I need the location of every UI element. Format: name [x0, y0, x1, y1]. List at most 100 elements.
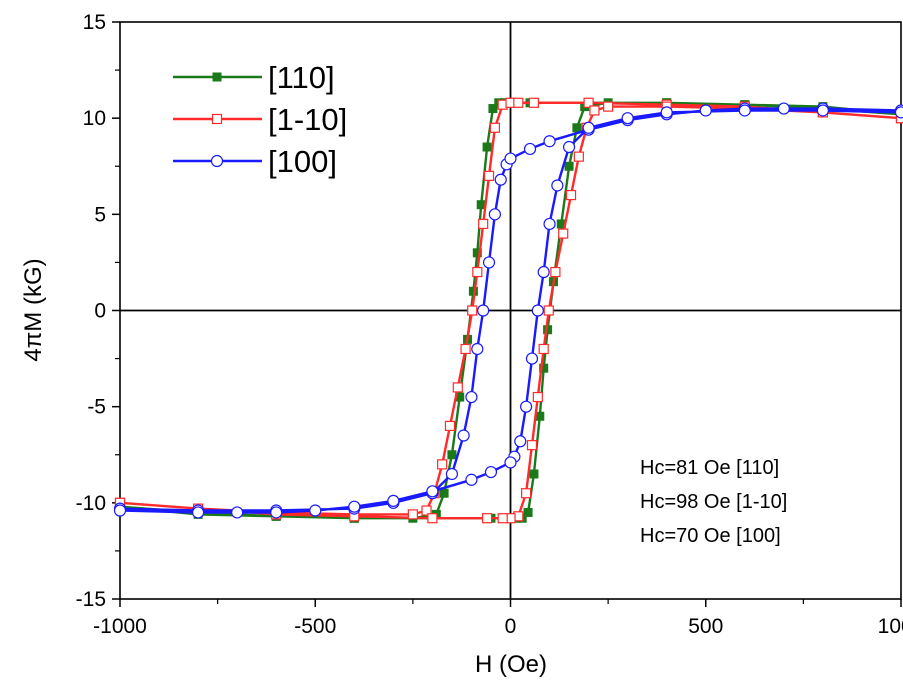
- data-point: [573, 151, 584, 162]
- data-point: [520, 400, 533, 413]
- x-tick-label: 500: [688, 615, 723, 638]
- data-point: [488, 208, 501, 221]
- data-point: [551, 179, 564, 192]
- x-axis-title: H (Oe): [475, 651, 547, 678]
- data-point: [445, 467, 459, 481]
- data-point: [550, 266, 561, 278]
- data-point: [483, 170, 495, 181]
- tick-labels: -1000 -500 0 500 1000 -15 -10 -5 0 5 10 15: [76, 11, 903, 638]
- data-point: [465, 473, 478, 486]
- y-tick-label: -5: [87, 396, 106, 419]
- y-tick-label: -10: [76, 492, 106, 515]
- data-point: [457, 429, 470, 442]
- data-point: [472, 248, 482, 258]
- data-point: [309, 504, 322, 517]
- data-point: [504, 152, 517, 165]
- data-point: [532, 391, 543, 403]
- legend-label: [110]: [268, 60, 335, 95]
- data-point: [894, 106, 903, 119]
- data-point: [514, 435, 527, 448]
- data-point: [407, 509, 418, 520]
- data-point: [270, 506, 283, 519]
- data-point: [231, 506, 244, 519]
- data-point: [523, 142, 537, 156]
- data-point: [562, 140, 576, 154]
- data-point: [192, 506, 205, 519]
- data-point: [426, 485, 439, 498]
- data-point: [539, 363, 549, 373]
- data-point: [543, 135, 556, 148]
- data-point: [421, 505, 432, 516]
- data-point: [212, 72, 222, 82]
- data-point: [210, 154, 224, 168]
- data-point: [603, 101, 614, 112]
- data-point: [489, 122, 500, 133]
- y-tick-label: -15: [76, 588, 106, 611]
- data-point: [465, 390, 478, 404]
- data-point: [558, 228, 569, 239]
- legend: [110] [1-10] [100]: [173, 60, 347, 179]
- series-layer: [113, 97, 903, 524]
- data-point: [504, 456, 517, 469]
- legend-entry: [100]: [173, 144, 337, 179]
- axis-ticks: [112, 21, 902, 607]
- data-point: [583, 97, 594, 108]
- data-point: [565, 190, 577, 201]
- data-point: [484, 465, 498, 479]
- data-point: [572, 123, 582, 133]
- data-point: [526, 440, 538, 451]
- coercivity-annotation: Hc=98 Oe [1-10]: [640, 491, 787, 513]
- data-point: [478, 218, 489, 230]
- data-point: [699, 104, 712, 117]
- legend-entry: [1-10]: [173, 102, 347, 137]
- data-point: [447, 450, 457, 460]
- data-point: [427, 513, 438, 524]
- x-tick-label: -500: [294, 615, 336, 638]
- data-point: [529, 469, 539, 479]
- data-point: [543, 217, 556, 231]
- coercivity-annotation: Hc=70 Oe [100]: [640, 525, 781, 547]
- data-point: [777, 102, 790, 115]
- data-point: [531, 304, 544, 317]
- data-point: [482, 142, 492, 152]
- data-point: [452, 382, 463, 393]
- annotations: Hc=81 Oe [110] Hc=98 Oe [1-10] Hc=70 Oe [1…: [640, 457, 787, 547]
- data-point: [488, 104, 498, 114]
- data-point: [439, 488, 449, 498]
- data-point: [564, 161, 574, 171]
- y-tick-label: 5: [94, 203, 106, 226]
- y-tick-label: 0: [94, 300, 106, 323]
- data-point: [582, 121, 595, 134]
- data-point: [521, 488, 532, 499]
- data-point: [481, 513, 493, 524]
- data-point: [460, 343, 471, 355]
- data-point: [113, 504, 127, 517]
- data-point: [477, 304, 490, 317]
- data-point: [472, 266, 483, 278]
- data-point: [444, 420, 456, 431]
- data-point: [589, 105, 600, 116]
- coercivity-annotation: Hc=81 Oe [110]: [640, 457, 779, 479]
- x-tick-label: 1000: [878, 615, 903, 638]
- x-tick-label: 0: [505, 615, 517, 638]
- data-point: [528, 97, 540, 108]
- data-point: [494, 173, 507, 186]
- series-100: [113, 102, 903, 519]
- legend-label: [100]: [268, 144, 337, 179]
- y-tick-label: 10: [83, 107, 106, 130]
- y-axis-title: 4πM (kG): [20, 258, 47, 361]
- data-point: [816, 104, 830, 117]
- data-point: [497, 513, 508, 524]
- data-point: [387, 494, 400, 508]
- legend-label: [1-10]: [268, 102, 347, 137]
- data-point: [513, 97, 524, 108]
- data-point: [523, 507, 533, 517]
- data-point: [738, 104, 751, 117]
- data-point: [211, 113, 223, 125]
- data-point: [621, 112, 634, 125]
- data-point: [471, 342, 484, 356]
- data-point: [538, 343, 549, 355]
- x-tick-label: -1000: [93, 615, 147, 638]
- data-point: [537, 265, 550, 279]
